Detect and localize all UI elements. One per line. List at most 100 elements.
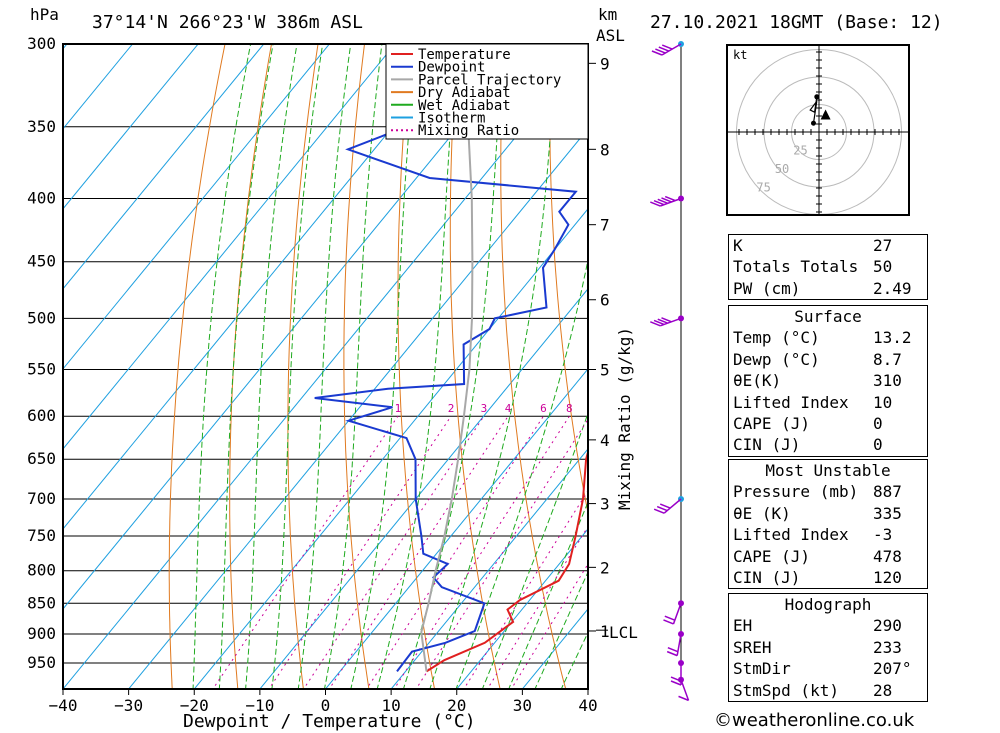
table-row-value: 0 <box>873 413 883 433</box>
table-row-label: θE (K) <box>733 503 791 523</box>
km-tick-label: 6 <box>600 291 610 310</box>
wet-adiabat-line <box>455 257 588 689</box>
surface-table: Surface Temp (°C) 13.2 Dewp (°C) 8.7 θE(K) 310… <box>728 305 928 457</box>
legend-entry: Wet Adiabat <box>418 98 511 114</box>
wind-barb-flag <box>651 50 663 56</box>
mixing-ratio-line <box>212 415 399 689</box>
isotherm-line <box>456 528 588 689</box>
dry-adiabat-line <box>597 0 697 691</box>
hodograph-plot: 25 50 75 <box>728 46 908 214</box>
hodograph-ring-label: 25 <box>793 143 807 157</box>
pressure-tick-label: 800 <box>27 561 56 580</box>
table-row-value: 233 <box>873 637 902 657</box>
asl-axis-label: ASL <box>596 26 625 45</box>
km-tick-label: 7 <box>600 216 610 235</box>
table-row: Pressure (mb) 887 <box>729 481 927 502</box>
km-tick-label: 1 <box>600 622 610 641</box>
table-row-label: StmSpd (kt) <box>733 680 839 700</box>
pressure-tick-label: 900 <box>27 624 56 643</box>
x-tick-label: −40 <box>49 696 78 715</box>
table-row-label: CIN (J) <box>733 567 801 587</box>
legend-entry: Mixing Ratio <box>418 123 519 139</box>
pressure-tick-label: 550 <box>27 360 56 379</box>
km-tick-label: 5 <box>600 361 610 380</box>
wind-barb-flag <box>657 318 669 324</box>
wind-barb-flag <box>664 195 676 202</box>
pressure-tick-label: 650 <box>27 449 56 468</box>
table-row-value: 120 <box>873 567 902 587</box>
isotherm-line <box>63 44 134 130</box>
wet-adiabat-line <box>429 44 558 689</box>
table-title: Hodograph <box>784 595 872 614</box>
parcel-trajectory-line <box>420 61 474 672</box>
km-tick-label: 8 <box>600 140 610 159</box>
table-row: StmDir 207° <box>729 658 927 679</box>
table-row: Totals Totals 50 <box>729 256 927 277</box>
isotherm-line <box>63 44 396 450</box>
table-row-label: StmDir <box>733 659 791 679</box>
isotherm-line <box>324 368 588 689</box>
mixing-ratio-label: 8 <box>566 402 573 415</box>
dry-adiabat-line <box>397 44 436 689</box>
table-title: Most Unstable <box>765 461 891 480</box>
table-row-value: 13.2 <box>873 328 912 348</box>
axes-layer: 3003504004505005506006507007508008509009… <box>27 34 638 715</box>
wind-barb-flag <box>653 508 665 514</box>
pressure-tick-label: 300 <box>27 34 56 53</box>
table-row-value: 27 <box>873 236 893 255</box>
wind-barb-flag <box>650 321 661 327</box>
indices-table: K 27 Totals Totals 50 PW (cm) 2.49 <box>728 234 928 301</box>
km-tick-label: 4 <box>600 431 610 450</box>
wet-adiabat-line <box>376 44 458 689</box>
km-tick-label: 2 <box>600 558 610 577</box>
table-row-label: Lifted Index <box>733 392 849 412</box>
wet-adiabat-line <box>481 411 588 689</box>
table-row-value: 310 <box>873 371 902 391</box>
table-row-value: 290 <box>873 616 902 636</box>
x-tick-label: −30 <box>114 696 143 715</box>
x-tick-label: −10 <box>245 696 274 715</box>
wet-adiabat-line <box>245 44 298 689</box>
table-row-value: 50 <box>873 257 893 277</box>
grid-layer <box>63 0 697 691</box>
table-row: Temp (°C) 13.2 <box>729 327 927 348</box>
isotherm-line <box>390 448 588 689</box>
mixing-ratio-label: 2 <box>448 402 455 415</box>
x-axis-label: Dewpoint / Temperature (°C) <box>183 711 476 732</box>
table-row-value: 28 <box>873 680 893 700</box>
hodograph-units-label: kt <box>733 48 748 62</box>
dry-adiabat-line <box>168 44 226 689</box>
wind-barb-flag <box>667 647 679 653</box>
wet-adiabat-line <box>192 44 252 689</box>
pressure-tick-label: 500 <box>27 308 56 327</box>
table-row: CIN (J) 120 <box>729 567 927 588</box>
table-row: Lifted Index 10 <box>729 392 927 413</box>
table-row-value: 887 <box>873 482 902 502</box>
mixing-ratio-label: 4 <box>505 402 512 415</box>
hodograph-trace <box>809 96 818 124</box>
x-tick-label: 10 <box>381 696 400 715</box>
isotherm-line <box>63 44 265 290</box>
table-row-label: SREH <box>733 637 772 657</box>
wet-adiabat-line <box>350 44 418 689</box>
table-row-label: Temp (°C) <box>733 328 820 348</box>
storm-motion-marker <box>820 109 831 120</box>
table-row: CIN (J) 0 <box>729 434 927 455</box>
table-row: CAPE (J) 0 <box>729 413 927 434</box>
wind-barb-flag <box>666 650 678 657</box>
table-row-label: CIN (J) <box>733 435 801 455</box>
mixing-ratio-label: 6 <box>540 402 547 415</box>
hodograph-start-dot <box>811 120 816 126</box>
table-row-label: Dewp (°C) <box>733 349 820 369</box>
wind-barb-flag <box>659 503 671 509</box>
x-tick-label: 0 <box>321 696 331 715</box>
table-row-label: K <box>733 236 743 255</box>
pressure-tick-label: 950 <box>27 653 56 672</box>
table-row-label: EH <box>733 616 753 636</box>
table-title: Surface <box>794 307 862 326</box>
wind-barb-flag <box>661 44 673 50</box>
copyright-footer: ©weatheronline.co.uk <box>714 710 915 731</box>
legend-entry: Isotherm <box>418 111 485 127</box>
wind-barb-flag <box>655 48 666 54</box>
wind-barb-flag <box>664 615 676 621</box>
